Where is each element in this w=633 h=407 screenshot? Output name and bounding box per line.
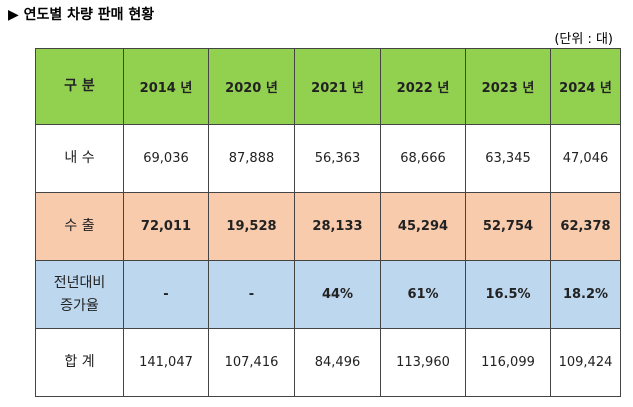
- cell: 19,528: [208, 192, 295, 261]
- title: ▶ 연도별 차량 판매 현황: [8, 7, 155, 23]
- cell: 84,496: [294, 328, 381, 397]
- cell: 62,378: [550, 192, 621, 261]
- cell: 116,099: [465, 328, 551, 397]
- cell: 113,960: [380, 328, 466, 397]
- cell: 2024 년: [550, 48, 621, 125]
- row-label: 수 출: [35, 192, 124, 261]
- cell: -: [123, 260, 209, 329]
- table-row: 합 계 141,047 107,416 84,496 113,960 116,099 109…: [35, 328, 621, 397]
- cell: 2023 년: [465, 48, 551, 125]
- row-label: 합 계: [35, 328, 124, 397]
- cell: 44%: [294, 260, 381, 329]
- cell: 69,036: [123, 124, 209, 193]
- cell: 56,363: [294, 124, 381, 193]
- cell: 28,133: [294, 192, 381, 261]
- cell: 2014 년: [123, 48, 209, 125]
- cell: 47,046: [550, 124, 621, 193]
- cell: 16.5%: [465, 260, 551, 329]
- cell: 141,047: [123, 328, 209, 397]
- cell: 72,011: [123, 192, 209, 261]
- cell: 109,424: [550, 328, 621, 397]
- table-row: 전년대비 증가율 - -44% 61% 16.5% 18.2%: [35, 260, 621, 329]
- cell: 68,666: [380, 124, 466, 193]
- table-row: 수 출 72,011 19,528 28,133 45,294 52,754 62,378: [35, 192, 621, 261]
- table-row: 내 수 69,036 87,888 56,363 68,666 63,345 47,046: [35, 124, 621, 193]
- cell: 18.2%: [550, 260, 621, 329]
- cell: 87,888: [208, 124, 295, 193]
- cell: 2020 년: [208, 48, 295, 125]
- cell: 63,345: [465, 124, 551, 193]
- cell: 45,294: [380, 192, 466, 261]
- cell: 107,416: [208, 328, 295, 397]
- cell: 2021 년: [294, 48, 381, 125]
- table-row: 구 분 2014 년 2020 년 2021 년 2022 년 2023 년 2024 년: [35, 48, 621, 125]
- unit-note: (단위 : 대): [554, 32, 613, 47]
- row-label: 전년대비 증가율: [35, 260, 124, 329]
- cell: 2022 년: [380, 48, 466, 125]
- row-label: 구 분: [35, 48, 124, 125]
- cell: -: [208, 260, 295, 329]
- row-label: 내 수: [35, 124, 124, 193]
- cell: 52,754: [465, 192, 551, 261]
- cell: 61%: [380, 260, 466, 329]
